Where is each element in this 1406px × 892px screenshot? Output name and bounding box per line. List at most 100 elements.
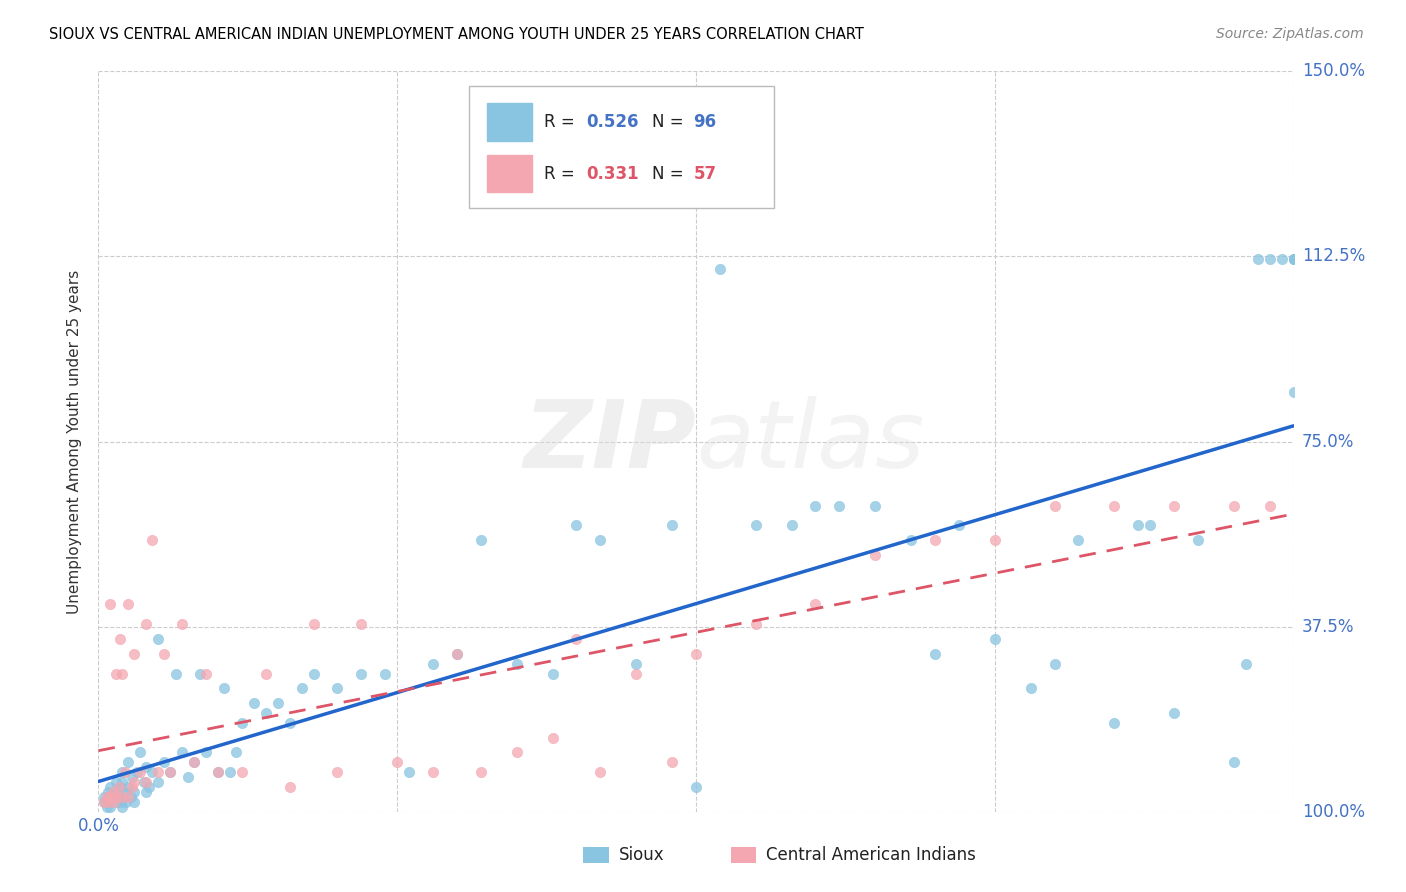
Text: 57: 57 (693, 165, 717, 183)
Point (1282, 385, 1305, 400)
Point (589, 533, 612, 548)
Point (103, 795, 125, 809)
Point (125, 765, 148, 780)
Point (1247, 252, 1270, 266)
Point (1043, 657, 1066, 671)
Point (1282, 252, 1305, 266)
Point (374, 666, 396, 681)
Point (172, 746, 194, 760)
Text: SIOUX VS CENTRAL AMERICAN INDIAN UNEMPLOYMENT AMONG YOUTH UNDER 25 YEARS CORRELA: SIOUX VS CENTRAL AMERICAN INDIAN UNEMPLO… (49, 27, 865, 42)
Point (1128, 518, 1150, 533)
Point (111, 789, 134, 804)
Point (108, 780, 131, 794)
Point (626, 666, 648, 681)
Point (302, 617, 325, 632)
Point (1019, 681, 1042, 696)
Point (804, 499, 827, 513)
Point (1271, 252, 1294, 266)
Point (225, 746, 247, 760)
Point (1104, 715, 1126, 730)
Point (117, 756, 139, 770)
Point (153, 647, 176, 661)
Point (148, 765, 170, 780)
Bar (731, 847, 756, 863)
Point (177, 770, 200, 784)
Point (124, 795, 146, 809)
Point (207, 765, 229, 780)
Point (589, 765, 612, 780)
Point (984, 533, 1007, 548)
Text: atlas: atlas (696, 396, 924, 487)
Point (900, 533, 922, 548)
Point (96, 799, 118, 814)
Point (98, 598, 122, 612)
Point (121, 780, 143, 794)
Point (138, 780, 160, 794)
Point (98, 780, 122, 794)
Point (124, 647, 146, 661)
Point (97, 785, 120, 799)
Point (105, 666, 128, 681)
Point (115, 795, 138, 809)
Point (135, 775, 157, 789)
Point (98, 789, 122, 804)
Point (254, 666, 277, 681)
Point (105, 775, 128, 789)
Point (195, 666, 218, 681)
Point (1282, 252, 1305, 266)
Text: R =: R = (544, 165, 581, 183)
Point (984, 632, 1007, 646)
Point (121, 770, 143, 784)
Point (278, 780, 301, 794)
Point (924, 533, 946, 548)
Point (565, 632, 588, 646)
Point (828, 499, 851, 513)
Point (350, 666, 373, 681)
FancyBboxPatch shape (470, 87, 773, 209)
Point (111, 789, 134, 804)
Point (1104, 499, 1126, 513)
Point (470, 533, 492, 548)
Point (124, 775, 146, 789)
Point (1139, 518, 1161, 533)
Point (422, 765, 444, 780)
Point (114, 765, 136, 780)
Point (278, 715, 301, 730)
Point (243, 696, 266, 710)
Point (117, 780, 139, 794)
Point (219, 765, 242, 780)
Text: R =: R = (544, 113, 581, 131)
Point (541, 731, 564, 745)
Text: N =: N = (652, 113, 689, 131)
Point (745, 518, 768, 533)
Point (96, 789, 118, 804)
Text: Source: ZipAtlas.com: Source: ZipAtlas.com (1216, 27, 1364, 41)
Point (97, 795, 120, 809)
Text: Sioux: Sioux (619, 846, 664, 863)
Point (110, 795, 132, 809)
Point (398, 765, 420, 780)
Point (207, 765, 229, 780)
Point (111, 666, 134, 681)
Point (865, 548, 887, 562)
Point (108, 632, 131, 646)
Point (105, 795, 128, 809)
Point (105, 785, 128, 799)
Point (1234, 657, 1257, 671)
Bar (486, 155, 533, 192)
Point (172, 617, 194, 632)
Point (141, 765, 163, 780)
Point (1258, 252, 1281, 266)
Point (135, 785, 157, 799)
Point (350, 617, 373, 632)
Point (111, 765, 134, 780)
Bar (486, 103, 533, 141)
Point (422, 657, 444, 671)
Text: N =: N = (652, 165, 689, 183)
Point (685, 780, 707, 794)
Point (685, 647, 707, 661)
Point (111, 799, 134, 814)
Point (165, 666, 187, 681)
Point (1223, 499, 1246, 513)
Point (385, 756, 409, 770)
